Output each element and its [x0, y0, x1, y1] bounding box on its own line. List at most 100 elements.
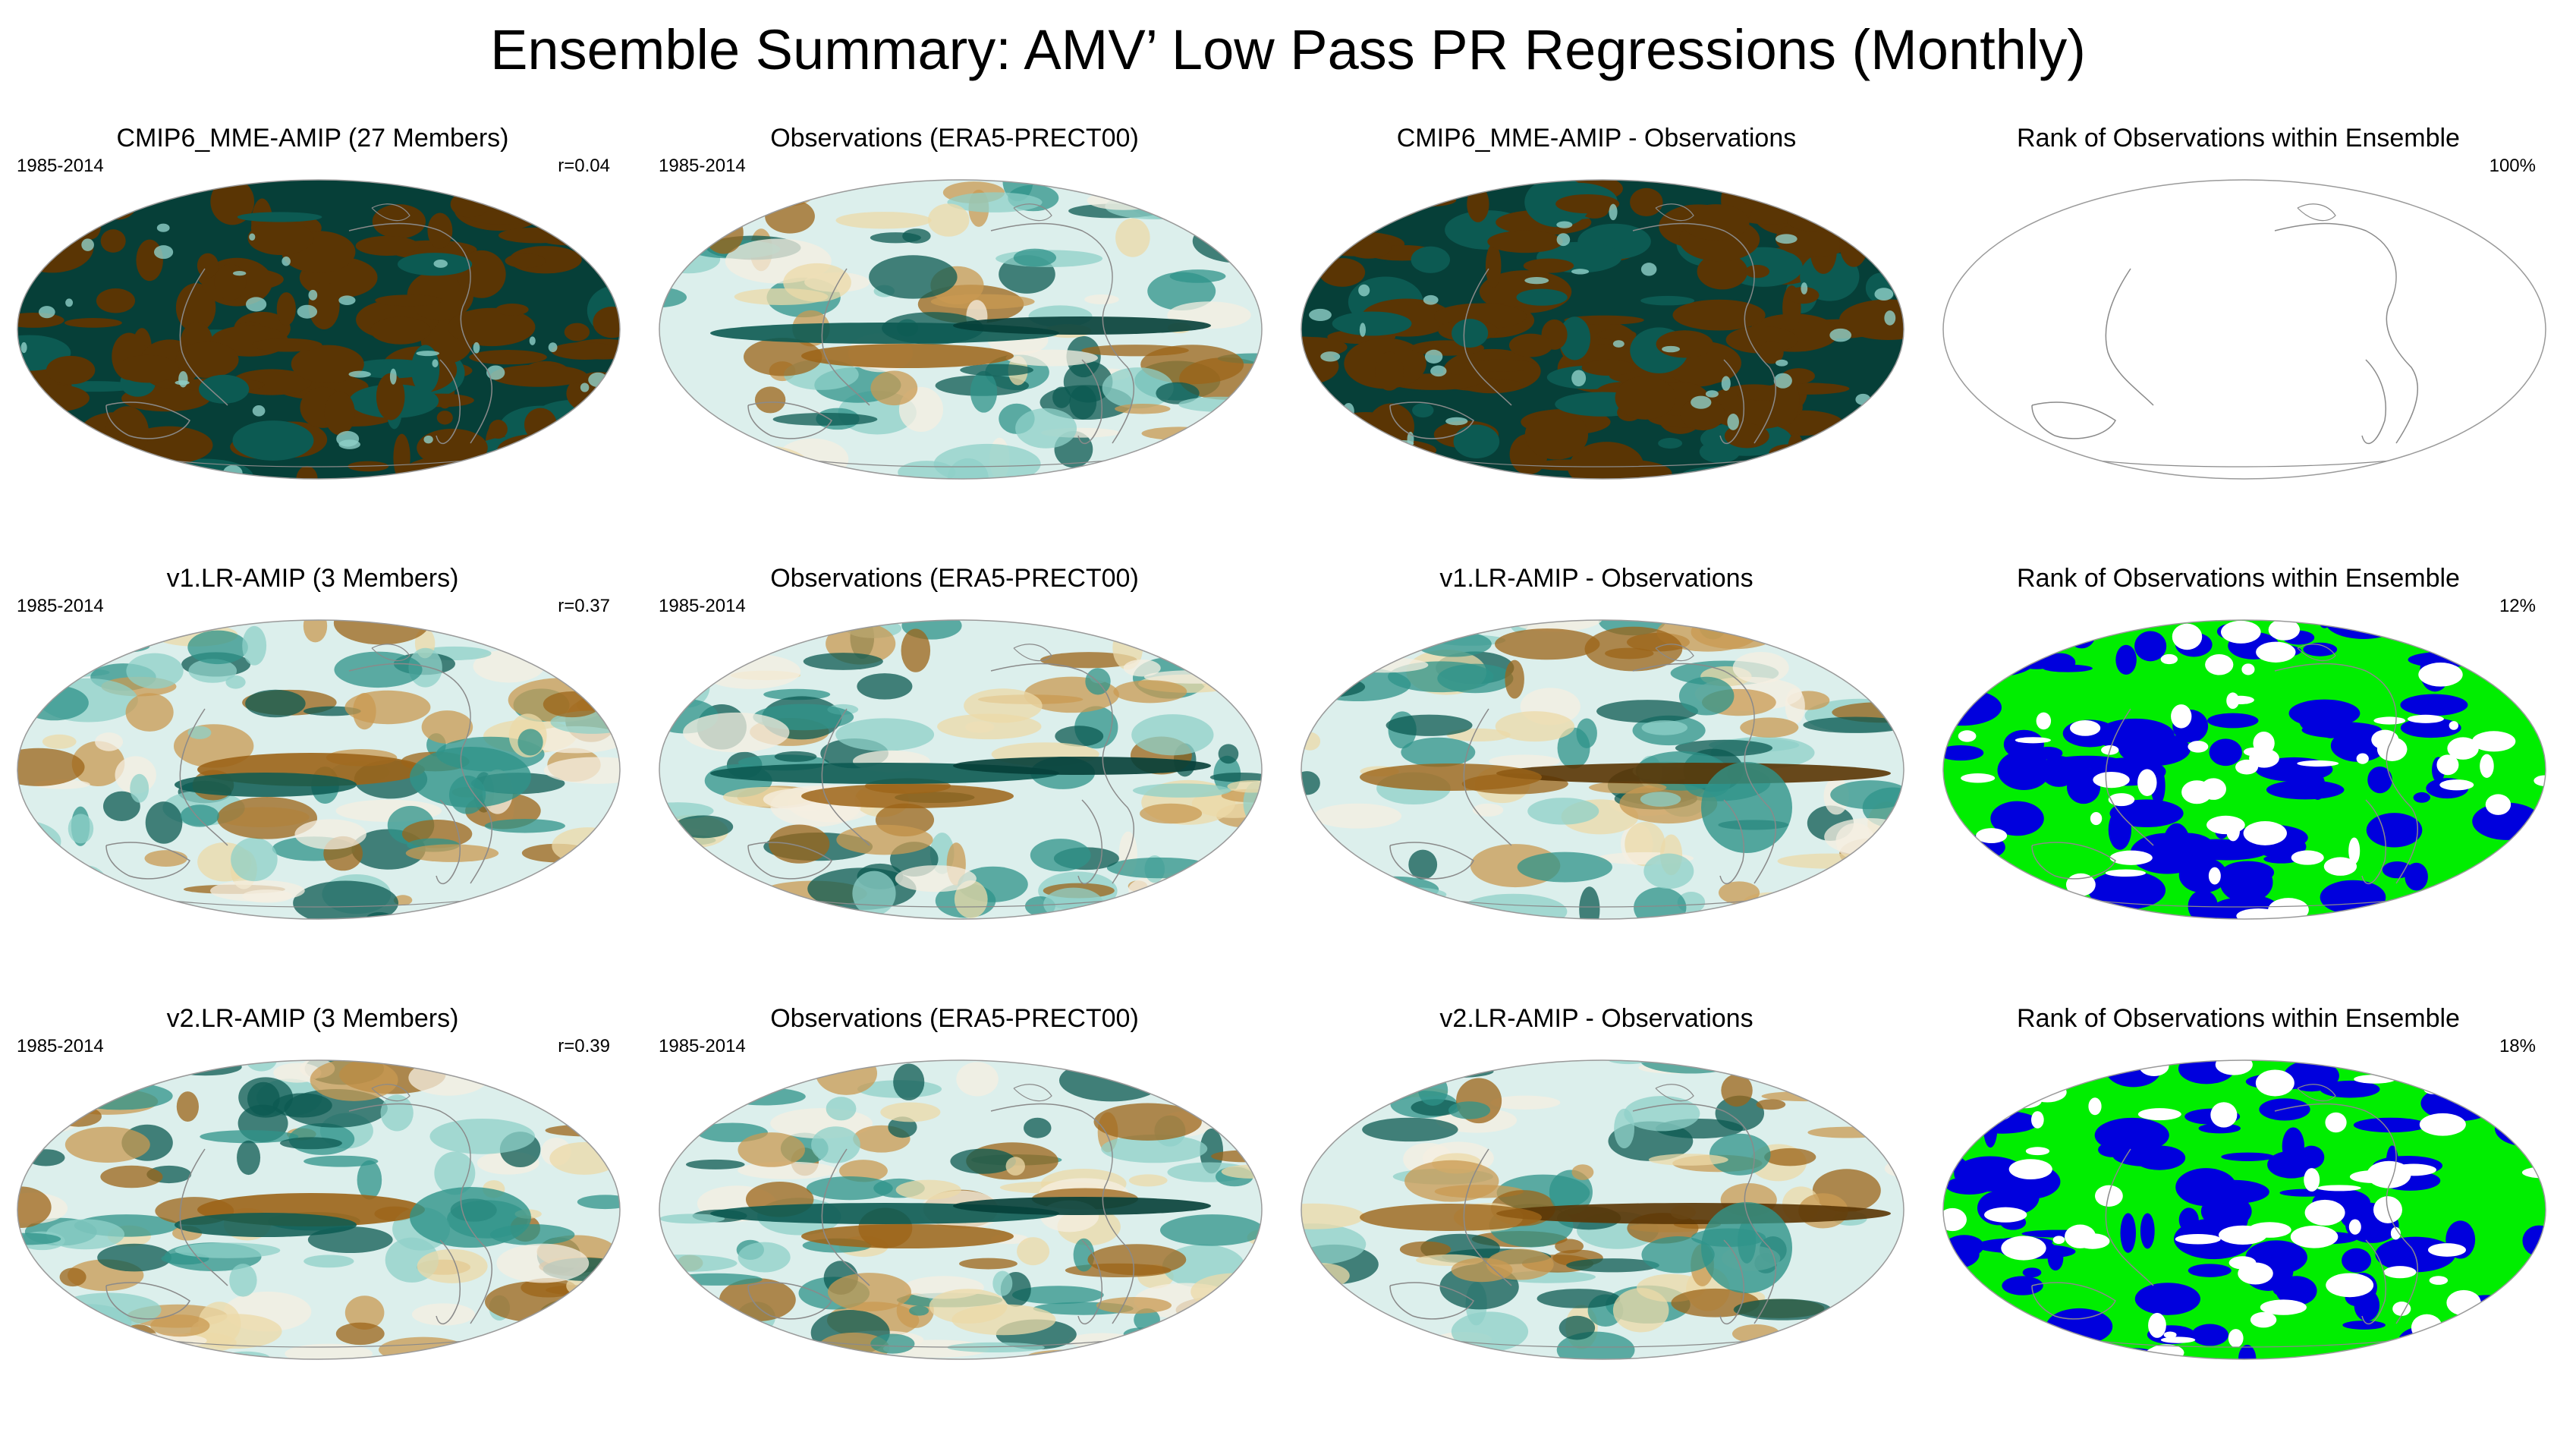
coastline [2274, 1103, 2418, 1324]
coastline [2274, 222, 2418, 444]
coastline [1013, 203, 1052, 222]
coastline [990, 222, 1134, 444]
map-rank-row2 [1941, 618, 2548, 921]
coastline [821, 268, 870, 406]
panel-diff-row3: v2.LR-AMIP - Observations [1285, 1002, 1908, 1427]
coastline [2077, 1336, 2427, 1348]
coastline [990, 1103, 1134, 1324]
period-label: 1985-2014 [659, 596, 746, 616]
period-label: 1985-2014 [659, 1036, 746, 1056]
map-boundary [1942, 179, 2546, 480]
coastline [348, 222, 492, 444]
panel-title: Rank of Observations within Ensemble [2017, 1004, 2460, 1033]
map-boundary [17, 619, 621, 920]
coastline [436, 359, 461, 445]
coastline [2031, 1282, 2116, 1320]
coastline [151, 456, 502, 468]
map-boundary [1301, 619, 1904, 920]
rank-percent-label: 18% [2499, 1036, 2536, 1056]
coastline [348, 663, 492, 884]
coastline [105, 1282, 190, 1320]
coastline [2031, 842, 2116, 880]
coastline [1077, 359, 1102, 445]
coastline [1719, 1239, 1744, 1325]
map-obs-row3 [657, 1058, 1264, 1362]
coastline [2361, 359, 2386, 445]
coastline [793, 456, 1143, 468]
coastline [747, 842, 832, 880]
coastline [1655, 203, 1694, 222]
coastline [1077, 1239, 1102, 1325]
coastline [821, 708, 870, 846]
map-model-row2 [15, 618, 622, 921]
coastline [1463, 268, 1512, 406]
coastline [1435, 896, 1785, 908]
panel-obs-row1: Observations (ERA5-PRECT00) 1985-2014 [643, 121, 1266, 546]
coastline [793, 1336, 1143, 1348]
map-boundary [17, 1059, 621, 1360]
panel-title: Rank of Observations within Ensemble [2017, 564, 2460, 593]
panel-rank-row2: Rank of Observations within Ensemble 12% [1927, 562, 2549, 987]
period-label: 1985-2014 [17, 1036, 104, 1056]
coastline [2297, 644, 2336, 662]
map-boundary [659, 619, 1263, 920]
panel-diff-row2: v1.LR-AMIP - Observations [1285, 562, 1908, 987]
map-obs-row2 [657, 618, 1264, 921]
coastline [1632, 1103, 1776, 1324]
map-diff-row2 [1299, 618, 1906, 921]
coastline [821, 1148, 870, 1286]
correlation-label: r=0.39 [558, 1036, 610, 1056]
coastline [105, 842, 190, 880]
coastline [1463, 1148, 1512, 1286]
coastline [2361, 799, 2386, 885]
panel-title: v2.LR-AMIP (3 Members) [166, 1004, 459, 1033]
coastline [2105, 1148, 2154, 1286]
coastline [179, 708, 228, 846]
coastline [151, 1336, 502, 1348]
coastline [2031, 401, 2116, 439]
panel-title: Observations (ERA5-PRECT00) [770, 124, 1139, 153]
coastline [371, 203, 410, 222]
coastline [348, 1103, 492, 1324]
coastline [179, 268, 228, 406]
panel-title: v2.LR-AMIP - Observations [1439, 1004, 1754, 1033]
map-boundary [659, 179, 1263, 480]
panel-obs-row3: Observations (ERA5-PRECT00) 1985-2014 [643, 1002, 1266, 1427]
panel-diff-row1: CMIP6_MME-AMIP - Observations [1285, 121, 1908, 546]
coastline [1632, 222, 1776, 444]
map-model-row1 [15, 178, 622, 481]
coastline [1435, 456, 1785, 468]
coastline [2077, 896, 2427, 908]
panel-title: Rank of Observations within Ensemble [2017, 124, 2460, 153]
map-boundary [1942, 619, 2546, 920]
figure-title: Ensemble Summary: AMV’ Low Pass PR Regre… [490, 18, 2086, 81]
panel-model-row3: v2.LR-AMIP (3 Members) 1985-2014 r=0.39 [2, 1002, 624, 1427]
coastline [1655, 644, 1694, 662]
coastline [436, 1239, 461, 1325]
coastline [371, 1084, 410, 1102]
coastline [179, 1148, 228, 1286]
coastline [2274, 663, 2418, 884]
period-label: 1985-2014 [17, 596, 104, 616]
map-rank-row3 [1941, 1058, 2548, 1362]
correlation-label: r=0.37 [558, 596, 610, 616]
panel-title: CMIP6_MME-AMIP (27 Members) [116, 124, 509, 153]
period-label: 1985-2014 [659, 156, 746, 176]
coastline [436, 799, 461, 885]
panel-rank-row3: Rank of Observations within Ensemble 18% [1927, 1002, 2549, 1427]
coastline [1389, 401, 1474, 439]
coastline [1077, 799, 1102, 885]
period-label: 1985-2014 [17, 156, 104, 176]
coastline [2077, 456, 2427, 468]
coastline [105, 401, 190, 439]
panel-model-row1: CMIP6_MME-AMIP (27 Members) 1985-2014 r=… [2, 121, 624, 546]
coastline [1435, 1336, 1785, 1348]
coastline [1632, 663, 1776, 884]
panel-model-row2: v1.LR-AMIP (3 Members) 1985-2014 r=0.37 [2, 562, 624, 987]
map-boundary [1942, 1059, 2546, 1360]
map-rank-row1 [1941, 178, 2548, 481]
rank-percent-label: 100% [2489, 156, 2536, 176]
map-boundary [659, 1059, 1263, 1360]
coastline [747, 401, 832, 439]
coastline [1655, 1084, 1694, 1102]
